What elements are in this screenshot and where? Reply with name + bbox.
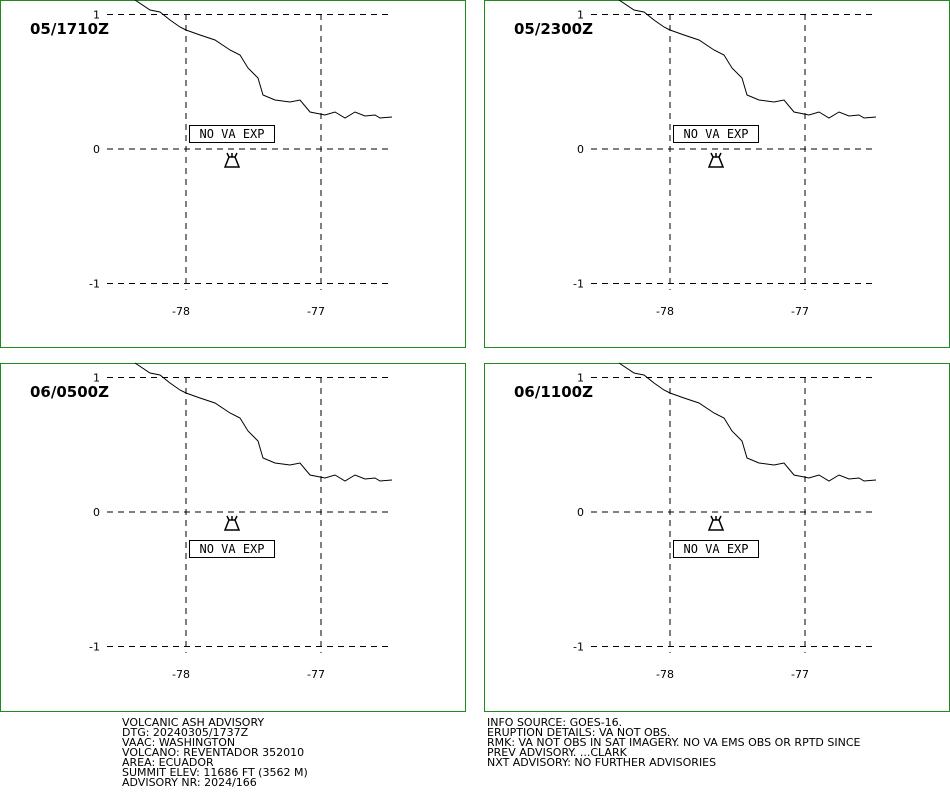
panel-border (0, 363, 466, 712)
advisory-line: SUMMIT ELEV: 11686 FT (3562 M) (122, 766, 308, 779)
lon-tick-label: -78 (172, 668, 190, 681)
coastline (618, 0, 877, 119)
volcano-icon (223, 515, 241, 531)
advisory-line: ERUPTION DETAILS: VA NOT OBS. (487, 726, 670, 739)
lat-tick-label: -1 (573, 278, 584, 291)
advisory-line: VOLCANO: REVENTADOR 352010 (122, 746, 304, 759)
lat-tick-label: 1 (577, 372, 584, 385)
lon-tick-label: -78 (172, 305, 190, 318)
lon-tick-label: -77 (307, 305, 325, 318)
volcano-icon (707, 515, 725, 531)
advisory-line: VOLCANIC ASH ADVISORY (122, 716, 264, 729)
label-box (673, 540, 759, 558)
advisory-line: DTG: 20240305/1737Z (122, 726, 249, 739)
advisory-line: AREA: ECUADOR (122, 756, 214, 769)
map-panel: 1 0 -1 -78 -77 05/1710Z NO VA EXP (0, 0, 466, 348)
advisory-line: NXT ADVISORY: NO FURTHER ADVISORIES (487, 756, 716, 769)
lat-tick-label: -1 (89, 278, 100, 291)
advisory-line: PREV ADVISORY. ...CLARK (487, 746, 628, 759)
valid-time: 05/2300Z (514, 20, 593, 38)
label-box (673, 125, 759, 143)
lon-tick-label: -77 (307, 668, 325, 681)
panel-border (484, 0, 950, 348)
map-panel: 1 0 -1 -78 -77 05/2300Z NO VA EXP (484, 0, 950, 348)
advisory-line: ADVISORY NR: 2024/166 (122, 776, 257, 789)
lat-tick-label: -1 (89, 641, 100, 654)
lon-tick-label: -77 (791, 668, 809, 681)
volcano-symbol (223, 152, 241, 168)
coastline (134, 0, 393, 119)
no-ash-label: NO VA EXP (199, 542, 264, 556)
lat-tick-label: 1 (93, 9, 100, 22)
valid-time: 05/1710Z (30, 20, 109, 38)
no-ash-label: NO VA EXP (683, 542, 748, 556)
no-ash-label: NO VA EXP (199, 127, 264, 141)
valid-time: 06/1100Z (514, 383, 593, 401)
volcano-icon (223, 152, 241, 168)
no-ash-label: NO VA EXP (683, 127, 748, 141)
lat-tick-label: 0 (577, 506, 584, 519)
label-box (189, 125, 275, 143)
lat-tick-label: 0 (93, 506, 100, 519)
lat-tick-label: 1 (93, 372, 100, 385)
volcano-symbol (707, 515, 725, 531)
lat-tick-label: 0 (577, 143, 584, 156)
coastline (134, 362, 393, 482)
coastline (618, 362, 877, 482)
map-panel: 1 0 -1 -78 -77 06/1100Z NO VA EXP (484, 362, 950, 712)
map-panel: 1 0 -1 -78 -77 06/0500Z NO VA EXP (0, 362, 466, 712)
lon-tick-label: -77 (791, 305, 809, 318)
advisory-line: VAAC: WASHINGTON (122, 736, 235, 749)
volcano-symbol (707, 152, 725, 168)
valid-time: 06/0500Z (30, 383, 109, 401)
lat-tick-label: -1 (573, 641, 584, 654)
volcano-icon (707, 152, 725, 168)
label-box (189, 540, 275, 558)
lat-tick-label: 0 (93, 143, 100, 156)
panel-border (484, 363, 950, 712)
lon-tick-label: -78 (656, 668, 674, 681)
lon-tick-label: -78 (656, 305, 674, 318)
volcano-symbol (223, 515, 241, 531)
advisory-line: RMK: VA NOT OBS IN SAT IMAGERY. NO VA EM… (487, 736, 861, 749)
panel-border (0, 0, 466, 348)
advisory-line: INFO SOURCE: GOES-16. (487, 716, 622, 729)
lat-tick-label: 1 (577, 9, 584, 22)
